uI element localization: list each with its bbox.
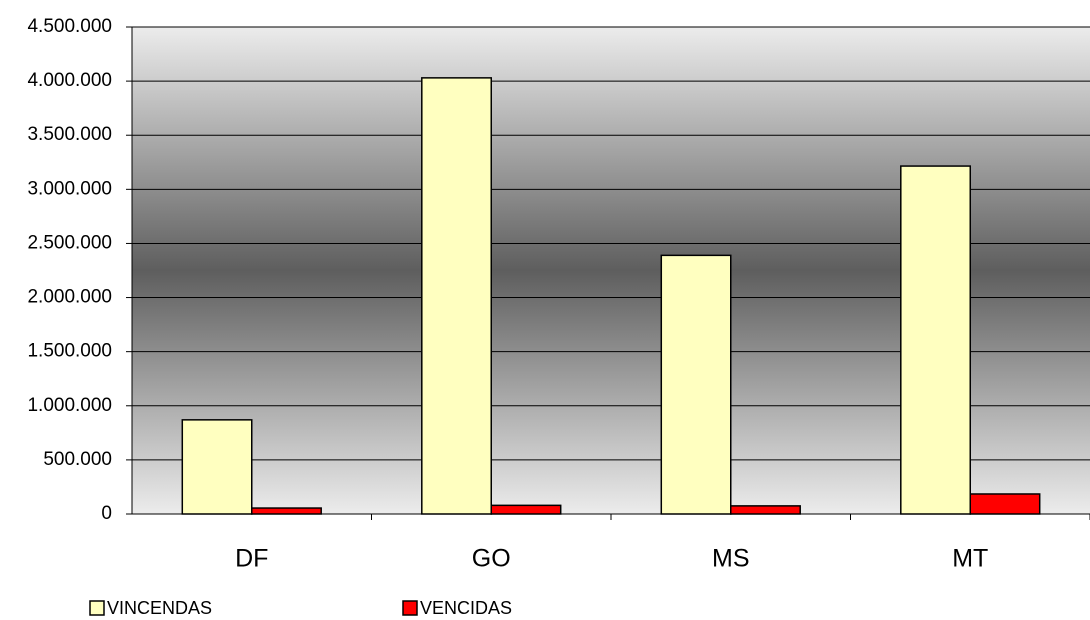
y-tick-label: 1.000.000 [27, 395, 112, 416]
y-tick-label: 1.500.000 [27, 341, 112, 362]
legend-label: VINCENDAS [107, 598, 212, 618]
y-tick-label: 2.000.000 [27, 287, 112, 308]
bar [490, 504, 562, 515]
y-tick-label: 3.000.000 [27, 178, 112, 199]
x-tick-label: DF [235, 545, 268, 573]
bar [181, 419, 253, 515]
bar [660, 254, 732, 515]
x-tick-label: GO [472, 545, 511, 573]
y-tick-label: 4.500.000 [27, 16, 112, 37]
y-tick-label: 4.000.000 [27, 70, 112, 91]
bar [900, 165, 971, 515]
legend-label: VENCIDAS [420, 598, 512, 618]
bar [421, 77, 493, 515]
x-tick-label: MS [712, 545, 750, 573]
x-tick-label: MT [952, 545, 988, 573]
bar [969, 493, 1041, 515]
y-tick-label: 500.000 [43, 449, 112, 470]
y-tick-label: 0 [101, 503, 112, 524]
bar [251, 507, 322, 515]
legend-swatch [89, 600, 105, 616]
legend-swatch [402, 600, 418, 616]
y-tick-label: 2.500.000 [27, 232, 112, 253]
y-tick-label: 3.500.000 [27, 124, 112, 145]
bar [730, 505, 801, 515]
